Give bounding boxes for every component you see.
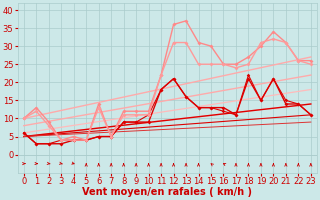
X-axis label: Vent moyen/en rafales ( km/h ): Vent moyen/en rafales ( km/h ) xyxy=(82,187,252,197)
